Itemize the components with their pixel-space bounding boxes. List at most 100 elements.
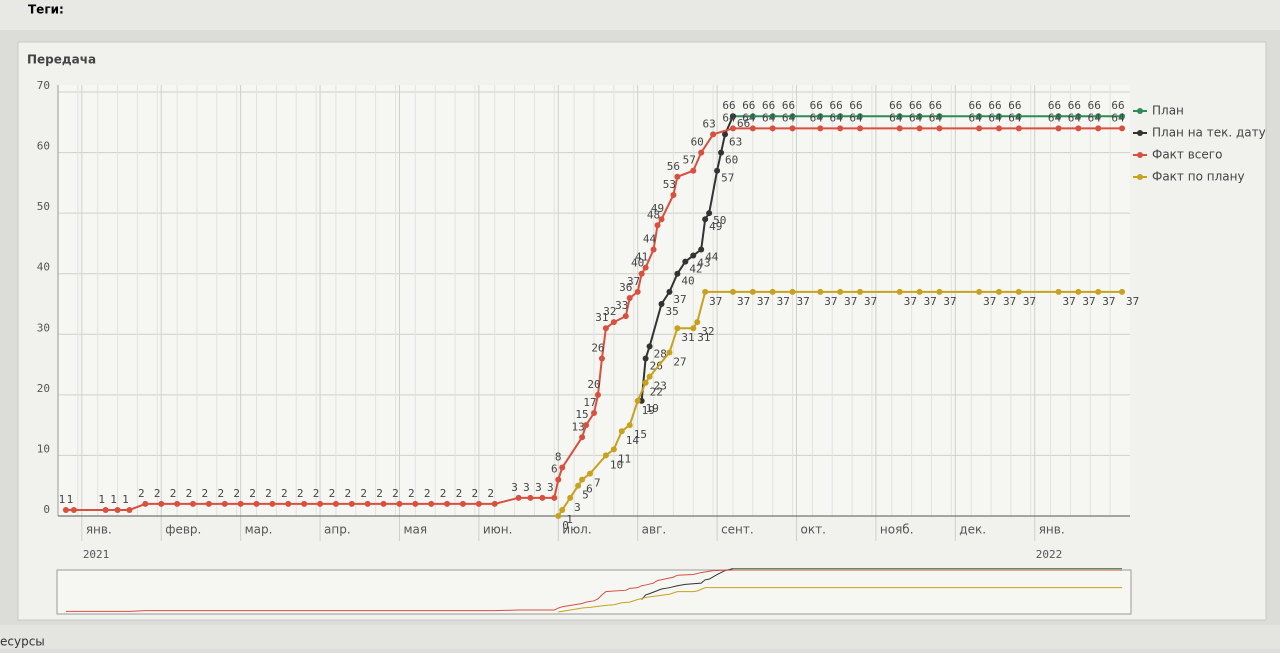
- data-point: [995, 125, 1002, 132]
- data-point: [916, 125, 923, 132]
- data-label: 1: [98, 493, 105, 506]
- data-point: [158, 500, 165, 507]
- data-point: [642, 264, 649, 271]
- data-label: 66: [1111, 99, 1124, 112]
- data-point: [396, 500, 403, 507]
- data-point: [690, 167, 697, 174]
- data-point: [364, 500, 371, 507]
- x-tick-label: июл.: [562, 523, 591, 537]
- data-point: [976, 125, 983, 132]
- data-point: [634, 288, 641, 295]
- data-point: [666, 349, 673, 356]
- data-point: [1015, 113, 1022, 120]
- data-point: [575, 482, 582, 489]
- data-label: 37: [709, 295, 722, 308]
- data-point: [702, 288, 709, 295]
- data-label: 3: [547, 481, 554, 494]
- data-label: 3: [535, 481, 542, 494]
- data-label: 26: [591, 342, 604, 355]
- data-point: [896, 288, 903, 295]
- data-label: 37: [1082, 295, 1095, 308]
- data-label: 50: [713, 214, 726, 227]
- data-label: 37: [864, 295, 877, 308]
- data-point: [817, 288, 824, 295]
- data-label: 37: [824, 295, 837, 308]
- data-point: [729, 113, 736, 120]
- data-point: [189, 500, 196, 507]
- data-label: 64: [1088, 111, 1102, 124]
- y-tick-label: 40: [37, 261, 50, 274]
- data-label: 56: [667, 160, 680, 173]
- data-label: 37: [904, 295, 917, 308]
- data-point: [729, 288, 736, 295]
- data-label: 31: [681, 331, 694, 344]
- data-label: 2: [376, 487, 383, 500]
- data-point: [1095, 113, 1102, 120]
- data-label: 2: [297, 487, 304, 500]
- data-point: [317, 500, 324, 507]
- legend-marker: [1137, 108, 1143, 114]
- data-point: [749, 288, 756, 295]
- data-label: 64: [1068, 111, 1082, 124]
- legend-label: Факт всего: [1152, 148, 1222, 162]
- data-label: 37: [737, 295, 750, 308]
- data-label: 3: [523, 481, 530, 494]
- data-label: 42: [689, 263, 702, 276]
- x-tick-label: нояб.: [880, 523, 914, 537]
- data-point: [1015, 125, 1022, 132]
- data-label: 37: [1126, 295, 1139, 308]
- data-label: 37: [1102, 295, 1115, 308]
- data-point: [555, 476, 562, 483]
- data-label: 11: [618, 452, 631, 465]
- x-tick-label: мая: [403, 523, 427, 537]
- data-label: 14: [626, 434, 640, 447]
- data-point: [1075, 125, 1082, 132]
- data-label: 1: [110, 493, 117, 506]
- data-label: 64: [988, 111, 1002, 124]
- data-point: [618, 428, 625, 435]
- data-label: 66: [929, 99, 942, 112]
- data-point: [1015, 288, 1022, 295]
- data-label: 2: [249, 487, 256, 500]
- data-point: [205, 500, 212, 507]
- data-label: 31: [697, 331, 710, 344]
- x-tick-label: мар.: [245, 523, 273, 537]
- navigator-line: [558, 587, 1123, 613]
- x-tick-label: окт.: [800, 523, 825, 537]
- data-point: [857, 113, 864, 120]
- data-label: 57: [683, 154, 696, 167]
- data-point: [610, 446, 617, 453]
- bottom-bar: [0, 625, 1280, 649]
- data-point: [1119, 113, 1126, 120]
- y-tick-label: 60: [37, 140, 50, 153]
- legend-marker: [1137, 152, 1143, 158]
- data-point: [622, 313, 629, 320]
- data-point: [1095, 288, 1102, 295]
- data-label: 66: [889, 99, 902, 112]
- data-point: [658, 216, 665, 223]
- x-tick-label: февр.: [165, 523, 201, 537]
- data-point: [729, 125, 736, 132]
- data-label: 53: [663, 178, 676, 191]
- data-point: [646, 373, 653, 380]
- x-tick-label: янв.: [86, 523, 112, 537]
- data-label: 2: [440, 487, 447, 500]
- data-label: 17: [583, 396, 596, 409]
- data-label: 2: [408, 487, 415, 500]
- data-label: 1: [566, 513, 573, 526]
- data-point: [642, 379, 649, 386]
- data-label: 7: [594, 477, 601, 490]
- data-label: 64: [909, 111, 923, 124]
- data-point: [857, 288, 864, 295]
- data-point: [626, 422, 633, 429]
- data-point: [285, 500, 292, 507]
- data-point: [749, 113, 756, 120]
- data-label: 2: [217, 487, 224, 500]
- data-label: 2: [265, 487, 272, 500]
- data-point: [718, 149, 725, 156]
- data-point: [579, 434, 586, 441]
- data-label: 19: [642, 404, 655, 417]
- data-label: 64: [1008, 111, 1022, 124]
- data-label: 3: [511, 481, 518, 494]
- data-point: [936, 125, 943, 132]
